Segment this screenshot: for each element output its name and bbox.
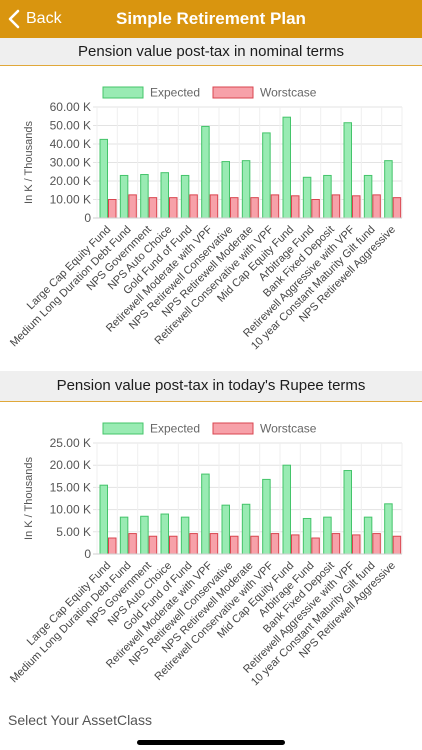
bar-worstcase <box>189 533 198 555</box>
bar-expected <box>384 160 393 219</box>
bar-expected <box>241 503 251 555</box>
bar-worstcase <box>311 199 320 219</box>
bar-worstcase <box>169 197 178 219</box>
bar-worstcase <box>108 199 117 219</box>
legend-worstcase-swatch <box>212 422 254 435</box>
bar-worstcase <box>352 195 361 219</box>
legend-expected-swatch <box>102 86 144 99</box>
y-tick-label: 20.00 K <box>50 174 91 188</box>
bar-expected <box>99 138 108 219</box>
page-title: Simple Retirement Plan <box>116 9 306 28</box>
legend-worstcase-label: Worstcase <box>260 86 317 100</box>
bar-expected <box>323 516 332 555</box>
bar-expected <box>201 125 210 219</box>
legend-expected-swatch <box>102 422 144 435</box>
bar-worstcase <box>372 533 381 555</box>
legend-worstcase-swatch <box>212 86 254 99</box>
bar-expected <box>262 478 271 555</box>
bar-expected <box>343 470 352 555</box>
bar-worstcase <box>189 194 198 219</box>
bar-worstcase <box>291 195 300 219</box>
bar-expected <box>140 174 149 219</box>
bar-worstcase <box>209 533 219 555</box>
bar-expected <box>221 504 230 555</box>
home-indicator <box>137 740 285 745</box>
back-label: Back <box>26 10 62 27</box>
y-tick-label: 60.00 K <box>50 100 91 114</box>
rupee-chart-svg: Expected Worstcase 0 5.00 K 10.00 K 15.00 K 20… <box>8 422 403 688</box>
bar-expected <box>363 516 373 555</box>
bar-worstcase <box>148 535 158 555</box>
y-axis-label: In K / Thousands <box>23 457 35 540</box>
bar-worstcase <box>128 533 137 555</box>
bar-expected <box>201 473 210 555</box>
bar-expected <box>180 174 190 219</box>
bar-expected <box>221 161 230 219</box>
back-button[interactable]: Back <box>8 6 62 32</box>
bar-expected <box>119 174 129 219</box>
rupee-chart: Expected Worstcase 0 5.00 K 10.00 K 15.00 K 20… <box>0 402 422 707</box>
bar-worstcase <box>392 535 402 555</box>
nominal-chart: Expected Worstcase 0 10.00 K 20.00 K 30.00 K 4… <box>0 66 422 371</box>
bar-worstcase <box>108 537 117 555</box>
bar-expected <box>160 172 169 219</box>
y-tick-label: 10.00 K <box>50 193 91 207</box>
legend-expected-label: Expected <box>150 422 200 436</box>
bar-expected <box>99 484 108 555</box>
chart-2-title: Pension value post-tax in today's Rupee … <box>0 371 422 401</box>
bar-worstcase <box>128 194 137 219</box>
chart-1-title: Pension value post-tax in nominal terms <box>0 38 422 65</box>
bar-worstcase <box>169 535 178 555</box>
bar-worstcase <box>311 537 320 555</box>
bar-worstcase <box>331 194 341 219</box>
bar-expected <box>282 116 291 219</box>
bar-worstcase <box>392 197 402 219</box>
bar-worstcase <box>148 197 158 219</box>
divider <box>0 401 422 402</box>
bar-expected <box>384 503 393 555</box>
divider <box>0 65 422 66</box>
nav-bar: Back Simple Retirement Plan <box>0 0 422 38</box>
bar-expected <box>119 516 129 555</box>
legend-expected-label: Expected <box>150 86 200 100</box>
bar-worstcase <box>209 194 219 219</box>
bar-worstcase <box>250 535 259 555</box>
chevron-left-icon <box>8 9 20 29</box>
y-tick-label: 0 <box>84 547 91 561</box>
legend-worstcase-label: Worstcase <box>260 422 317 436</box>
bar-worstcase <box>270 194 280 219</box>
bar-worstcase <box>230 535 239 555</box>
bar-worstcase <box>270 533 280 555</box>
bar-worstcase <box>230 197 239 219</box>
y-tick-label: 5.00 K <box>56 525 91 539</box>
y-tick-label: 20.00 K <box>50 458 91 472</box>
bar-expected <box>262 132 271 219</box>
bar-expected <box>160 513 169 555</box>
y-tick-label: 25.00 K <box>50 436 91 450</box>
bar-expected <box>323 174 332 219</box>
y-axis-label: In K / Thousands <box>23 121 35 204</box>
bar-worstcase <box>352 534 361 555</box>
bar-expected <box>343 122 352 219</box>
y-tick-label: 10.00 K <box>50 503 91 517</box>
y-tick-label: 15.00 K <box>50 480 91 494</box>
y-tick-label: 40.00 K <box>50 137 91 151</box>
bar-expected <box>140 515 149 555</box>
bar-worstcase <box>291 534 300 555</box>
y-tick-label: 0 <box>84 211 91 225</box>
bar-expected <box>363 174 373 219</box>
bar-worstcase <box>331 533 341 555</box>
bar-expected <box>180 516 190 555</box>
bar-expected <box>302 176 312 219</box>
y-tick-label: 50.00 K <box>50 119 91 133</box>
y-tick-label: 30.00 K <box>50 156 91 170</box>
asset-class-label[interactable]: Select Your AssetClass <box>8 712 152 728</box>
bar-expected <box>241 160 251 219</box>
bar-expected <box>282 464 291 555</box>
bar-worstcase <box>250 197 259 219</box>
bar-expected <box>302 517 312 555</box>
bar-worstcase <box>372 194 381 219</box>
nominal-chart-svg: Expected Worstcase 0 10.00 K 20.00 K 30.00 K 4… <box>8 86 403 352</box>
